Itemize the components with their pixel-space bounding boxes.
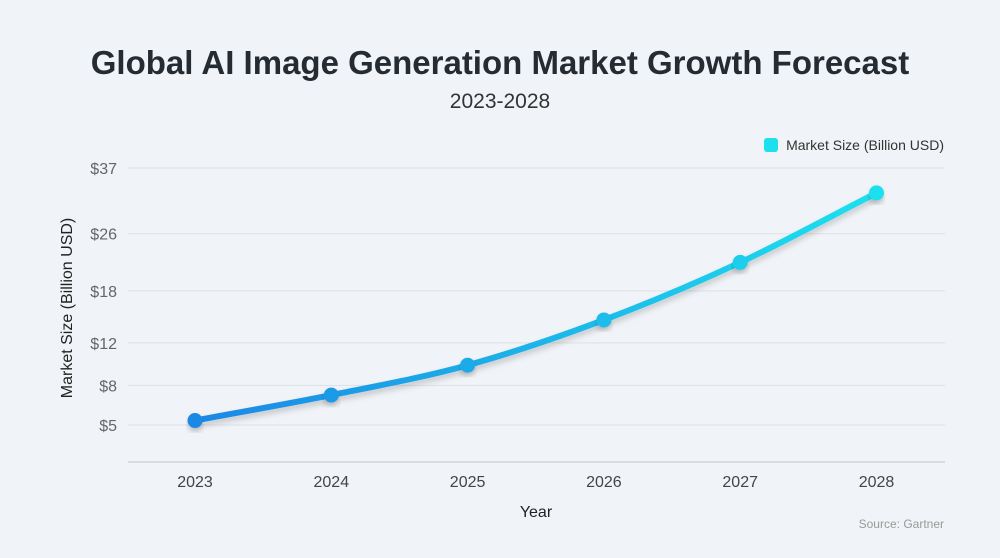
y-tick-label: $5 bbox=[99, 418, 117, 435]
data-point-2028 bbox=[869, 185, 884, 201]
legend: Market Size (Billion USD) bbox=[764, 137, 944, 153]
data-point-2023 bbox=[187, 413, 203, 429]
y-tick-label: $8 bbox=[99, 378, 117, 395]
x-tick-label: 2027 bbox=[722, 474, 758, 491]
x-tick-label: 2025 bbox=[450, 474, 486, 491]
y-axis-label: Market Size (Billion USD) bbox=[59, 218, 76, 398]
legend-swatch bbox=[764, 138, 779, 152]
x-tick-label: 2023 bbox=[177, 474, 213, 491]
y-tick-label: $12 bbox=[90, 336, 117, 353]
x-axis-label: Year bbox=[520, 504, 553, 521]
y-tick-label: $37 bbox=[90, 161, 117, 178]
legend-label: Market Size (Billion USD) bbox=[786, 137, 944, 153]
source-note: Source: Gartner bbox=[858, 517, 944, 531]
data-point-2027 bbox=[732, 254, 748, 270]
x-tick-label: 2024 bbox=[314, 474, 350, 491]
x-tick-label: 2028 bbox=[859, 474, 895, 491]
chart-title: Global AI Image Generation Market Growth… bbox=[90, 44, 910, 81]
chart-subtitle: 2023-2028 bbox=[449, 90, 551, 113]
data-point-2026 bbox=[596, 312, 612, 328]
y-tick-label: $18 bbox=[90, 284, 117, 301]
series-line bbox=[192, 189, 880, 424]
x-tick-label: 2026 bbox=[586, 474, 622, 491]
y-tick-label: $26 bbox=[90, 227, 117, 244]
data-point-2025 bbox=[460, 357, 476, 373]
data-point-2024 bbox=[323, 387, 339, 403]
